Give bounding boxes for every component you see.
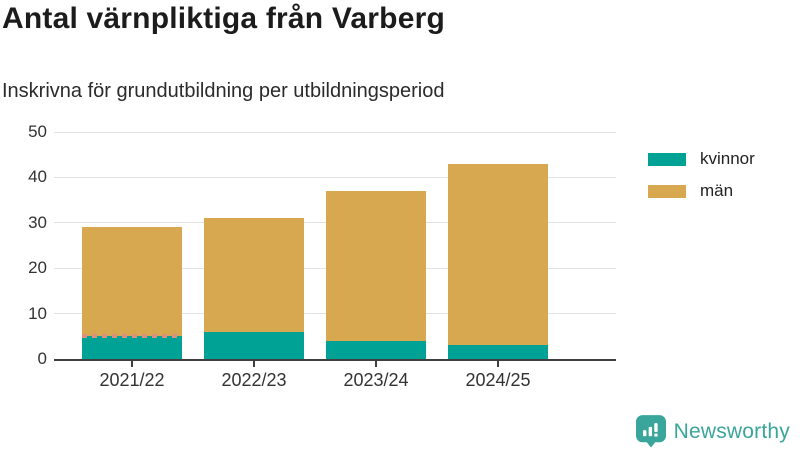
y-tick-label: 10 xyxy=(28,303,47,323)
x-tick-label: 2021/22 xyxy=(99,370,165,390)
legend-item-kvinnor: kvinnor xyxy=(648,149,755,169)
x-axis-tick xyxy=(375,361,377,367)
bar-segment-kvinnor xyxy=(448,345,548,359)
x-axis-tick xyxy=(253,361,255,367)
plot-area: 0 10 20 30 40 50 2021/22 2022/23 2023/24 2024/25 xyxy=(28,123,616,390)
newsworthy-logo: Newsworthy xyxy=(635,415,790,448)
newsworthy-bars-bubble-icon xyxy=(635,415,666,448)
legend: kvinnor män xyxy=(648,149,755,201)
logo-bar-tall xyxy=(648,426,652,437)
logo-exclamation-dot xyxy=(653,433,658,437)
x-axis-tick xyxy=(497,361,499,367)
bar-segment-kvinnor xyxy=(82,334,182,359)
legend-label: kvinnor xyxy=(700,149,755,168)
legend-item-man: män xyxy=(648,181,755,201)
legend-swatch xyxy=(648,184,686,198)
y-tick-label: 50 xyxy=(28,122,47,141)
grid-line xyxy=(54,131,616,133)
x-tick-label: 2024/25 xyxy=(465,370,531,390)
bar-segment-kvinnor xyxy=(326,340,426,359)
bar-segment-man xyxy=(82,227,182,337)
bar-segment-kvinnor xyxy=(204,331,304,359)
legend-label: män xyxy=(700,181,734,200)
grid-line xyxy=(54,176,616,178)
legend-swatch xyxy=(648,152,686,166)
bar-segment-man xyxy=(448,163,548,346)
y-tick-label: 30 xyxy=(28,212,47,232)
x-tick-label: 2022/23 xyxy=(221,370,287,390)
bar-segment-man xyxy=(204,218,304,332)
dashed-estimate-edge xyxy=(82,334,182,339)
y-tick-label: 0 xyxy=(37,349,47,368)
x-tick-label: 2023/24 xyxy=(343,370,409,390)
y-tick-label: 20 xyxy=(28,258,47,278)
bar-segment-man xyxy=(326,191,426,341)
logo-bar-small xyxy=(642,430,647,437)
logo-exclamation-bar xyxy=(653,423,658,432)
x-axis-tick xyxy=(131,361,133,367)
newsworthy-wordmark: Newsworthy xyxy=(673,419,790,443)
chart-subtitle: Inskrivna för grundutbildning per utbild… xyxy=(2,80,445,102)
x-axis-line xyxy=(54,359,616,361)
chart-title: Antal värnpliktiga från Varberg xyxy=(2,2,445,35)
y-tick-label: 40 xyxy=(28,167,47,187)
